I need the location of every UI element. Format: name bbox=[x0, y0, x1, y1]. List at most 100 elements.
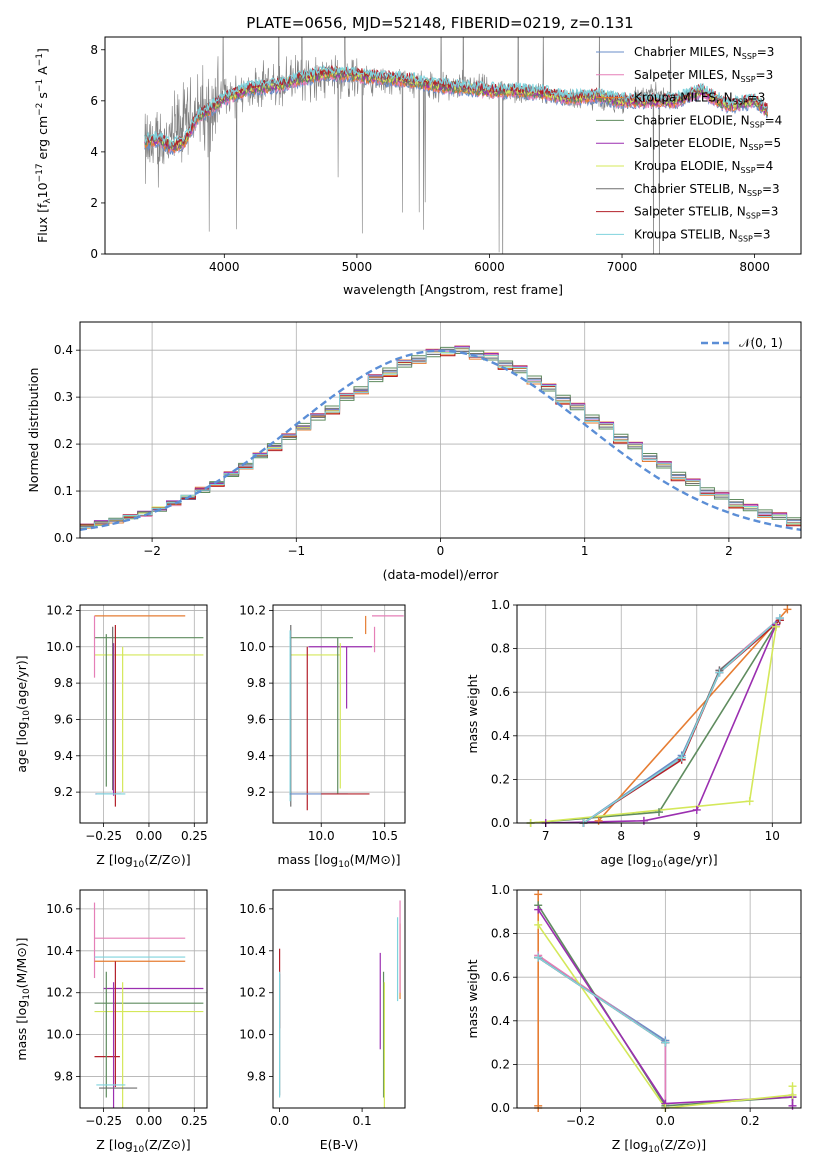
plot-area bbox=[289, 615, 404, 811]
axes-frame bbox=[104, 36, 802, 255]
plot-area bbox=[80, 345, 801, 538]
panel-mass-vs-ebv: 0.0 0.1 9.8 10.0 10.2 10.4 10.6 E(B-V) bbox=[239, 889, 406, 1152]
y-axis-label: age [log10(age/yr)] bbox=[14, 655, 32, 772]
x-axis-label: Z [log10(Z/Z⊙)] bbox=[96, 852, 190, 870]
y-tick-label: 0.4 bbox=[491, 729, 510, 743]
x-tick-label: −2 bbox=[143, 544, 161, 558]
y-tick-label: 0.3 bbox=[54, 390, 73, 404]
x-axis-label: (data-model)/error bbox=[383, 567, 500, 582]
y-tick-label: 0.2 bbox=[491, 1057, 510, 1071]
y-tick-label: 0.2 bbox=[54, 437, 73, 451]
legend-entry: Salpeter MILES, NSSP=3 bbox=[634, 68, 773, 84]
x-tick-label: −0.2 bbox=[566, 1114, 595, 1128]
weight-line bbox=[598, 608, 788, 822]
y-tick-label: 9.6 bbox=[54, 712, 73, 726]
y-tick-label: 10.4 bbox=[239, 944, 266, 958]
y-tick-label: 9.8 bbox=[247, 676, 266, 690]
x-tick-label: 1 bbox=[581, 544, 589, 558]
weight-line bbox=[537, 956, 667, 1108]
weight-line bbox=[537, 954, 667, 1108]
panel-residuals: −2 −1 0 1 2 0.0 0.1 0.2 0.3 0.4 𝒩(0, 1) (data-model… bbox=[26, 321, 802, 582]
x-tick-label: 0 bbox=[437, 544, 445, 558]
y-tick-label: 9.2 bbox=[247, 785, 266, 799]
x-tick-label: 0.00 bbox=[136, 1114, 163, 1128]
weight-line bbox=[583, 617, 781, 823]
spectrum-data-line bbox=[144, 37, 678, 254]
y-axis-label: mass weight bbox=[465, 674, 480, 753]
panel-weight-vs-age: 7 8 9 10 0.0 0.2 0.4 0.6 0.8 1.0 age [log10(age/yr… bbox=[465, 598, 802, 870]
y-tick-label: 10.6 bbox=[46, 902, 73, 916]
y-tick-label: 0.0 bbox=[54, 531, 73, 545]
axes-frame bbox=[272, 889, 406, 1109]
plot-area bbox=[279, 900, 401, 1108]
x-axis-label: Z [log10(Z/Z⊙)] bbox=[612, 1137, 706, 1155]
legend-entry: Kroupa MILES, NSSP=3 bbox=[634, 91, 765, 107]
y-tick-label: 9.4 bbox=[247, 749, 266, 763]
axes-frame bbox=[79, 889, 208, 1109]
y-tick-label: 8 bbox=[90, 43, 98, 57]
y-axis-label: mass weight bbox=[465, 959, 480, 1038]
y-tick-label: 10.2 bbox=[46, 603, 73, 617]
plot-area bbox=[144, 37, 769, 254]
y-tick-label: 2 bbox=[90, 196, 98, 210]
x-tick-label: 2 bbox=[725, 544, 733, 558]
y-tick-label: 0 bbox=[90, 247, 98, 261]
axes-frame bbox=[516, 889, 802, 1109]
x-tick-label: 5000 bbox=[342, 260, 373, 274]
weight-line bbox=[537, 909, 794, 1106]
y-tick-label: 9.4 bbox=[54, 749, 73, 763]
axes-frame bbox=[272, 604, 406, 824]
x-tick-label: 0.00 bbox=[136, 829, 163, 843]
y-tick-label: 10.2 bbox=[239, 603, 266, 617]
y-axis-label: mass [log10(M/M⊙)] bbox=[14, 937, 32, 1060]
x-tick-label: 10.0 bbox=[308, 829, 335, 843]
panel-mass-vs-Z: −0.25 0.00 0.25 9.8 10.0 10.2 10.4 10.6 Z [log10… bbox=[14, 889, 208, 1155]
plot-area bbox=[530, 608, 788, 823]
x-tick-label: 10 bbox=[765, 829, 780, 843]
y-tick-label: 0.6 bbox=[491, 685, 510, 699]
x-tick-label: 0.1 bbox=[353, 1114, 372, 1128]
y-tick-label: 0.1 bbox=[54, 484, 73, 498]
legend-entry: Chabrier MILES, NSSP=3 bbox=[634, 45, 774, 61]
x-tick-label: 6000 bbox=[474, 260, 505, 274]
spectrum-model-line bbox=[144, 64, 769, 147]
x-tick-label: 0.25 bbox=[181, 1114, 208, 1128]
y-tick-label: 0.0 bbox=[491, 816, 510, 830]
y-tick-label: 0.4 bbox=[491, 1014, 510, 1028]
x-axis-label: Z [log10(Z/Z⊙)] bbox=[96, 1137, 190, 1155]
y-tick-label: 0.0 bbox=[491, 1101, 510, 1115]
x-tick-label: 8000 bbox=[739, 260, 770, 274]
y-tick-label: 9.2 bbox=[54, 785, 73, 799]
plot-area bbox=[93, 902, 204, 1108]
panel-age-vs-mass: 10.0 10.5 9.2 9.4 9.6 9.8 10.0 10.2 mass [log10(… bbox=[239, 603, 406, 870]
x-tick-label: 0.25 bbox=[181, 829, 208, 843]
x-tick-label: 8 bbox=[617, 829, 625, 843]
x-axis-label: E(B-V) bbox=[320, 1137, 359, 1152]
y-tick-label: 9.8 bbox=[247, 1070, 266, 1084]
y-tick-label: 0.6 bbox=[491, 970, 510, 984]
y-axis-label: Normed distribution bbox=[26, 368, 41, 493]
x-axis-label: mass [log10(M/M⊙)] bbox=[277, 852, 400, 870]
x-tick-label: 4000 bbox=[209, 260, 240, 274]
legend-entry: Kroupa STELIB, NSSP=3 bbox=[634, 227, 771, 243]
y-tick-label: 9.8 bbox=[54, 676, 73, 690]
x-tick-label: −0.25 bbox=[85, 829, 122, 843]
y-tick-label: 9.6 bbox=[247, 712, 266, 726]
y-tick-label: 0.2 bbox=[491, 772, 510, 786]
y-tick-label: 10.2 bbox=[46, 986, 73, 1000]
panel-age-vs-Z: −0.25 0.00 0.25 9.2 9.4 9.6 9.8 10.0 10.2 Z [log1… bbox=[14, 603, 208, 870]
y-tick-label: 4 bbox=[90, 145, 98, 159]
y-tick-label: 1.0 bbox=[491, 598, 510, 612]
axes-frame bbox=[516, 604, 802, 824]
x-tick-label: −0.25 bbox=[85, 1114, 122, 1128]
x-tick-label: 7 bbox=[542, 829, 550, 843]
y-tick-label: 0.4 bbox=[54, 343, 73, 357]
y-tick-label: 6 bbox=[90, 94, 98, 108]
legend-entry: Kroupa ELODIE, NSSP=4 bbox=[634, 159, 773, 175]
y-tick-label: 10.0 bbox=[46, 640, 73, 654]
panel-weight-vs-Z: −0.2 0.0 0.2 0.0 0.2 0.4 0.6 0.8 1.0 Z [log10(Z/Z… bbox=[465, 883, 802, 1155]
plot-area bbox=[93, 615, 204, 807]
weight-line bbox=[537, 956, 666, 1044]
x-tick-label: −1 bbox=[287, 544, 305, 558]
